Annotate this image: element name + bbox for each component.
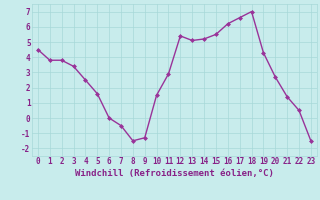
X-axis label: Windchill (Refroidissement éolien,°C): Windchill (Refroidissement éolien,°C) xyxy=(75,169,274,178)
